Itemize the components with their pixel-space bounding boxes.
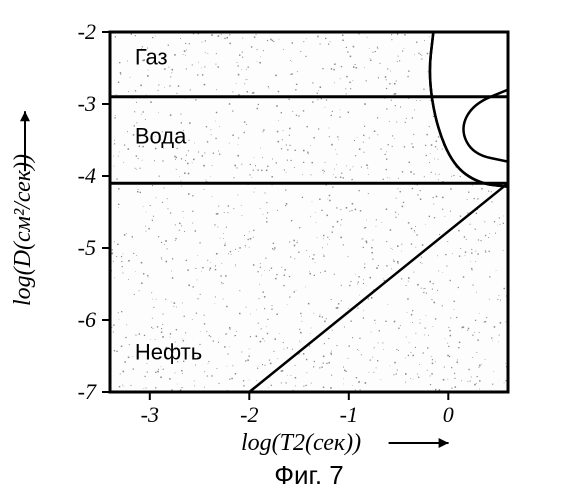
x-tick-label: -1 — [340, 402, 358, 427]
region-label-oil: Нефть — [135, 340, 202, 365]
x-tick-label: -3 — [141, 402, 159, 427]
region-label-gas: Газ — [135, 44, 168, 69]
y-tick-label: -5 — [78, 235, 96, 260]
y-tick-label: -3 — [78, 91, 96, 116]
figure-caption: Фиг. 7 — [274, 460, 344, 490]
y-tick-label: -2 — [78, 19, 96, 44]
figure-container: Газ Вода Нефть -3 -2 -1 0 -7 -6 -5 -4 -3 -2 log(T2(се… — [0, 0, 562, 500]
x-tick-label: 0 — [443, 402, 454, 427]
y-tick-label: -7 — [78, 379, 97, 404]
x-tick-label: -2 — [240, 402, 258, 427]
y-tick-label: -6 — [78, 307, 96, 332]
y-tick-label: -4 — [78, 163, 96, 188]
y-axis-title: log(D(см²/сек)) — [10, 154, 36, 306]
chart-svg: Газ Вода Нефть -3 -2 -1 0 -7 -6 -5 -4 -3 -2 log(T2(се… — [0, 0, 562, 500]
region-label-water: Вода — [135, 124, 187, 149]
x-axis-title: log(T2(сек)) — [241, 430, 361, 456]
